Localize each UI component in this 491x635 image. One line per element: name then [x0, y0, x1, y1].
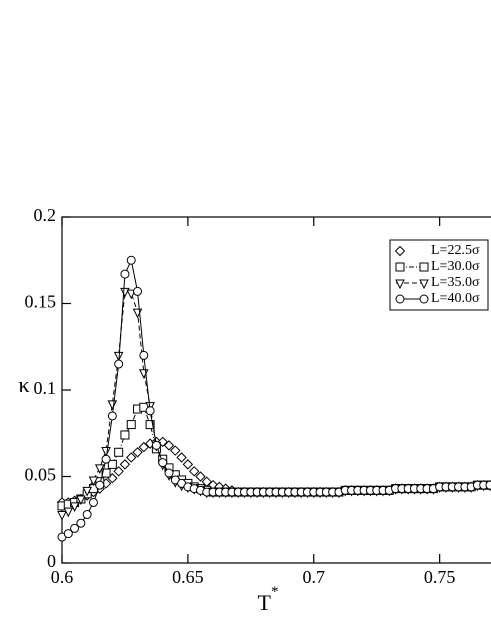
marker	[94, 464, 105, 474]
marker	[138, 441, 150, 453]
marker	[419, 279, 429, 290]
marker	[113, 351, 124, 362]
y-axis-label: κ	[18, 372, 29, 397]
marker	[120, 430, 130, 440]
marker	[176, 452, 187, 463]
marker	[82, 510, 92, 520]
marker	[82, 486, 92, 497]
marker	[394, 245, 406, 257]
marker	[195, 471, 206, 482]
marker	[133, 286, 143, 296]
marker	[88, 497, 98, 507]
marker	[419, 262, 429, 272]
y-tick-label: 0.15	[25, 292, 57, 312]
marker	[126, 255, 136, 265]
marker	[182, 459, 194, 470]
marker	[419, 294, 429, 304]
x-axis-label-main: T	[258, 590, 272, 615]
legend-box	[389, 239, 489, 311]
marker	[114, 359, 124, 369]
marker	[57, 511, 67, 521]
marker	[114, 447, 124, 457]
marker	[63, 529, 73, 539]
marker	[76, 495, 86, 506]
marker	[164, 468, 174, 478]
marker	[101, 447, 111, 457]
marker	[485, 480, 491, 490]
marker	[139, 350, 149, 360]
marker	[126, 452, 137, 463]
marker	[107, 459, 117, 469]
marker	[69, 502, 80, 513]
marker	[63, 507, 74, 518]
legend-label: L=40.0σ	[431, 291, 480, 306]
marker	[126, 420, 136, 430]
marker	[145, 420, 155, 430]
marker	[145, 406, 155, 416]
marker	[151, 440, 161, 450]
marker	[107, 411, 117, 421]
y-tick-label: 0.05	[25, 465, 57, 485]
marker	[188, 466, 200, 477]
x-axis-label-sup: *	[271, 584, 279, 600]
marker	[70, 523, 80, 533]
marker	[395, 279, 405, 290]
marker	[95, 480, 105, 490]
y-tick-label: 0	[47, 551, 56, 571]
marker	[119, 459, 131, 470]
marker	[163, 440, 175, 451]
legend-label: L=22.5σ	[431, 243, 480, 258]
legend-label: L=35.0σ	[431, 275, 480, 290]
x-tick-label: 0.75	[424, 567, 456, 587]
marker	[101, 454, 111, 464]
x-tick-label: 0.65	[172, 567, 204, 587]
marker	[158, 458, 168, 468]
x-tick-label: 0.7	[303, 567, 326, 587]
x-tick-label: 0.6	[51, 567, 74, 587]
y-tick-label: 0.2	[34, 205, 57, 225]
marker	[101, 468, 111, 478]
marker	[132, 447, 143, 458]
y-tick-label: 0.1	[34, 378, 57, 398]
marker	[113, 466, 124, 477]
marker	[395, 294, 405, 304]
marker	[76, 518, 86, 528]
x-axis-label: T*	[258, 584, 279, 615]
legend-label: L=30.0σ	[431, 259, 480, 274]
marker	[170, 445, 181, 456]
marker	[88, 476, 99, 487]
marker	[120, 269, 130, 279]
marker	[395, 262, 405, 272]
